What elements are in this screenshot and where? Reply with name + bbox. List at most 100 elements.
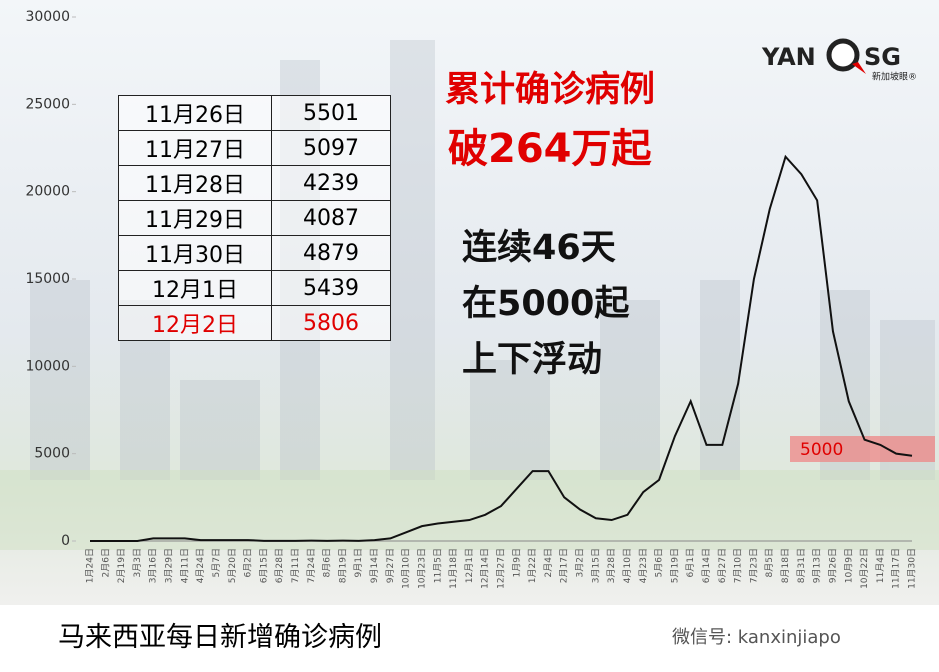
greenery xyxy=(0,470,939,550)
x-tick-label: 9月1日 xyxy=(353,548,364,577)
x-tick-label: 6月14日 xyxy=(701,548,712,583)
y-tick-label: 0 xyxy=(61,533,70,549)
table-row: 11月26日 5501 xyxy=(118,95,391,131)
x-tick-label: 3月3日 xyxy=(132,548,143,577)
x-tick-label: 10月22日 xyxy=(859,548,870,589)
x-tick-label: 1月22日 xyxy=(527,548,538,583)
x-tick-label: 7月10日 xyxy=(733,548,744,583)
x-tick-label: 3月29日 xyxy=(164,548,175,583)
x-tick-label: 5月20日 xyxy=(227,548,238,583)
x-tick-label: 1月9日 xyxy=(511,548,522,577)
x-tick-label: 3月16日 xyxy=(148,548,159,583)
x-tick-label: 4月24日 xyxy=(195,548,206,583)
count-cell: 5097 xyxy=(271,130,391,166)
date-cell: 11月28日 xyxy=(118,165,272,201)
x-tick-label: 10月9日 xyxy=(843,548,854,583)
x-tick-label: 2月6日 xyxy=(100,548,111,577)
table-row: 12月2日 5806 xyxy=(118,305,391,341)
x-tick-label: 11月4日 xyxy=(875,548,886,583)
table: 11月26日 5501 11月27日 5097 11月28日 4239 11月29日 4087… xyxy=(118,95,391,341)
count-cell: 5806 xyxy=(271,305,391,341)
x-tick-label: 4月11日 xyxy=(179,548,190,583)
x-tick-label: 6月27日 xyxy=(717,548,728,583)
table-row: 11月30日 4879 xyxy=(118,235,391,271)
x-tick-label: 7月24日 xyxy=(306,548,317,583)
x-tick-label: 5月7日 xyxy=(211,548,222,577)
date-cell: 12月2日 xyxy=(118,305,272,341)
headline-2: 破264万起 xyxy=(448,126,652,172)
footer: 马来西亚每日新增确诊病例 微信号: kanxinjiapo xyxy=(0,605,939,672)
series-line xyxy=(90,154,913,542)
chart-title: 马来西亚每日新增确诊病例 xyxy=(58,622,382,653)
x-tick-label: 8月31日 xyxy=(796,548,807,583)
table-row: 12月1日 5439 xyxy=(118,270,391,306)
watermark: 微信号: kanxinjiapo xyxy=(672,627,841,648)
x-tick-label: 8月18日 xyxy=(780,548,791,583)
x-tick-label: 11月18日 xyxy=(448,548,459,589)
x-tick-label: 8月6日 xyxy=(322,548,333,577)
table-row: 11月28日 4239 xyxy=(118,165,391,201)
table-row: 11月29日 4087 xyxy=(118,200,391,236)
y-tick-label: 10000 xyxy=(25,358,70,374)
x-tick-label: 11月17日 xyxy=(891,548,902,589)
x-tick-label: 9月13日 xyxy=(812,548,823,583)
threshold-band xyxy=(790,436,935,462)
x-tick-label: 9月27日 xyxy=(385,548,396,583)
note-1: 连续46天 xyxy=(462,228,616,268)
x-tick-label: 11月5日 xyxy=(432,548,443,583)
x-tick-label: 5月6日 xyxy=(654,548,665,577)
x-tick-label: 12月1日 xyxy=(464,548,475,583)
table-row: 11月27日 5097 xyxy=(118,130,391,166)
x-tick-label: 10月23日 xyxy=(416,548,427,589)
count-cell: 5501 xyxy=(271,95,391,131)
headline-1: 累计确诊病例 xyxy=(445,70,656,110)
x-tick-label: 3月28日 xyxy=(606,548,617,583)
x-tick-label: 10月10日 xyxy=(401,548,412,589)
x-tick-label: 1月24日 xyxy=(85,548,96,583)
logo-left: YAN xyxy=(761,43,816,71)
x-tick-label: 6月1日 xyxy=(685,548,696,577)
date-cell: 11月29日 xyxy=(118,200,272,236)
x-tick-label: 12月14日 xyxy=(480,548,491,589)
x-tick-label: 6月15日 xyxy=(258,548,269,583)
x-tick-label: 4月23日 xyxy=(638,548,649,583)
date-cell: 12月1日 xyxy=(118,270,272,306)
x-tick-label: 11月30日 xyxy=(907,548,918,589)
y-tick-label: 20000 xyxy=(25,184,70,200)
x-tick-label: 2月17日 xyxy=(559,548,570,583)
y-tick-label: 25000 xyxy=(25,96,70,112)
x-tick-label: 2月19日 xyxy=(116,548,127,583)
y-tick-label: 5000 xyxy=(34,446,70,462)
x-tick-label: 6月28日 xyxy=(274,548,285,583)
date-cell: 11月30日 xyxy=(118,235,272,271)
x-tick-label: 9月14日 xyxy=(369,548,380,583)
y-tick-label: 15000 xyxy=(25,271,70,287)
logo-mark xyxy=(826,38,860,72)
logo-right: SG xyxy=(864,43,901,71)
threshold-label: 5000 xyxy=(800,440,843,460)
note-3: 上下浮动 xyxy=(462,340,603,380)
x-tick-label: 9月26日 xyxy=(827,548,838,583)
note-2: 在5000起 xyxy=(462,284,630,324)
logo-tail xyxy=(852,62,866,74)
x-tick-label: 3月2日 xyxy=(575,548,586,577)
x-tick-label: 2月4日 xyxy=(543,548,554,577)
x-tick-label: 8月5日 xyxy=(764,548,775,577)
x-tick-label: 8月19日 xyxy=(337,548,348,583)
x-tick-label: 7月23日 xyxy=(748,548,759,583)
date-cell: 11月26日 xyxy=(118,95,272,131)
count-cell: 4087 xyxy=(271,200,391,236)
count-cell: 5439 xyxy=(271,270,391,306)
y-tick-label: 30000 xyxy=(25,9,70,25)
date-cell: 11月27日 xyxy=(118,130,272,166)
logo: YAN SG 新加坡眼® xyxy=(761,38,917,83)
x-tick-label: 4月10日 xyxy=(622,548,633,583)
x-tick-label: 6月2日 xyxy=(243,548,254,577)
x-tick-label: 12月27日 xyxy=(496,548,507,589)
count-cell: 4239 xyxy=(271,165,391,201)
count-cell: 4879 xyxy=(271,235,391,271)
x-tick-label: 5月19日 xyxy=(669,548,680,583)
x-tick-label: 3月15日 xyxy=(590,548,601,583)
x-tick-label: 7月11日 xyxy=(290,548,301,583)
